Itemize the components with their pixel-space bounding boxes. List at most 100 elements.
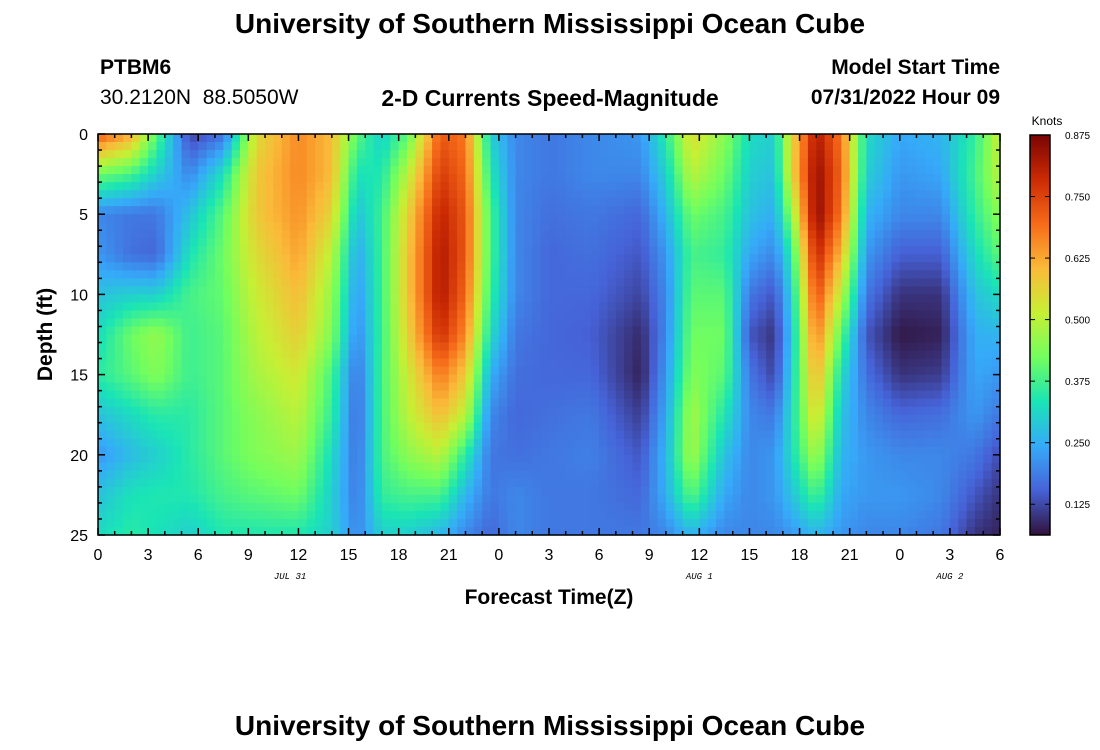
heatmap-cell (323, 238, 333, 247)
heatmap-cell (106, 470, 116, 480)
heatmap-cell (139, 238, 149, 247)
heatmap-cell (114, 230, 124, 239)
heatmap-cell (248, 246, 258, 255)
heatmap-cell (640, 142, 650, 151)
heatmap-cell (599, 398, 609, 408)
heatmap-cell (148, 358, 158, 368)
heatmap-cell (582, 222, 592, 231)
heatmap-cell (657, 430, 667, 440)
heatmap-cell (908, 334, 918, 344)
heatmap-cell (615, 398, 625, 408)
heatmap-cell (766, 166, 776, 175)
heatmap-cell (924, 414, 934, 424)
heatmap-cell (198, 302, 208, 312)
heatmap-cell (457, 406, 467, 416)
heatmap-cell (248, 486, 258, 496)
heatmap-cell (214, 422, 224, 432)
heatmap-cell (440, 134, 450, 143)
heatmap-cell (181, 406, 191, 416)
heatmap-cell (440, 182, 450, 191)
heatmap-cell (348, 254, 358, 263)
heatmap-cell (298, 190, 308, 199)
heatmap-cell (515, 350, 525, 360)
heatmap-cell (816, 182, 826, 191)
heatmap-cell (273, 158, 283, 167)
heatmap-cell (799, 166, 809, 175)
heatmap-cell (423, 350, 433, 360)
heatmap-cell (106, 494, 116, 504)
heatmap-cell (599, 510, 609, 520)
heatmap-cell (290, 366, 300, 376)
heatmap-cell (239, 486, 249, 496)
heatmap-cell (607, 302, 617, 312)
heatmap-cell (883, 406, 893, 416)
heatmap-cell (916, 486, 926, 496)
heatmap-cell (298, 454, 308, 464)
heatmap-cell (323, 278, 333, 287)
heatmap-cell (281, 214, 291, 223)
heatmap-cell (924, 230, 934, 239)
heatmap-cell (674, 198, 684, 207)
heatmap-cell (574, 318, 584, 328)
heatmap-cell (331, 430, 341, 440)
heatmap-cell (549, 286, 558, 295)
heatmap-cell (716, 318, 725, 328)
heatmap-cell (732, 342, 742, 352)
heatmap-cell (582, 430, 592, 440)
heatmap-cell (774, 278, 784, 287)
heatmap-cell (766, 478, 776, 488)
heatmap-cell (908, 454, 918, 464)
heatmap-cell (507, 414, 517, 424)
heatmap-cell (557, 334, 567, 344)
heatmap-cell (624, 294, 634, 304)
heatmap-cell (858, 254, 867, 263)
heatmap-cell (657, 342, 667, 352)
heatmap-cell (290, 454, 300, 464)
heatmap-cell (649, 246, 659, 255)
heatmap-cell (858, 526, 867, 536)
heatmap-cell (732, 446, 742, 456)
heatmap-cell (699, 318, 709, 328)
heatmap-cell (148, 294, 158, 304)
heatmap-cell (724, 350, 734, 360)
heatmap-cell (164, 430, 174, 440)
heatmap-cell (356, 166, 366, 175)
heatmap-cell (331, 446, 341, 456)
heatmap-cell (457, 142, 467, 151)
heatmap-cell (841, 262, 851, 271)
heatmap-cell (782, 182, 792, 191)
heatmap-cell (365, 334, 375, 344)
heatmap-cell (699, 294, 709, 304)
heatmap-cell (682, 518, 692, 528)
heatmap-cell (883, 350, 893, 360)
heatmap-cell (498, 398, 508, 408)
heatmap-cell (891, 246, 901, 255)
heatmap-cell (390, 502, 400, 512)
heatmap-cell (331, 238, 341, 247)
heatmap-cell (924, 198, 934, 207)
heatmap-cell (732, 134, 742, 143)
heatmap-cell (440, 278, 450, 287)
heatmap-cell (841, 150, 851, 159)
heatmap-cell (916, 318, 926, 328)
heatmap-cell (473, 270, 483, 279)
heatmap-cell (356, 422, 366, 432)
heatmap-cell (482, 454, 492, 464)
heatmap-cell (674, 222, 684, 231)
heatmap-cell (832, 286, 842, 295)
heatmap-cell (432, 462, 442, 472)
heatmap-cell (908, 182, 918, 191)
heatmap-cell (239, 262, 249, 271)
heatmap-cell (114, 246, 124, 255)
heatmap-cell (114, 406, 124, 416)
heatmap-cell (407, 230, 416, 239)
heatmap-cell (724, 254, 734, 263)
heatmap-cell (373, 374, 383, 384)
heatmap-cell (924, 318, 934, 328)
heatmap-cell (674, 134, 684, 143)
heatmap-cell (716, 174, 725, 183)
heatmap-cell (290, 238, 300, 247)
heatmap-cell (373, 310, 383, 320)
heatmap-cell (331, 494, 341, 504)
heatmap-cell (189, 334, 199, 344)
